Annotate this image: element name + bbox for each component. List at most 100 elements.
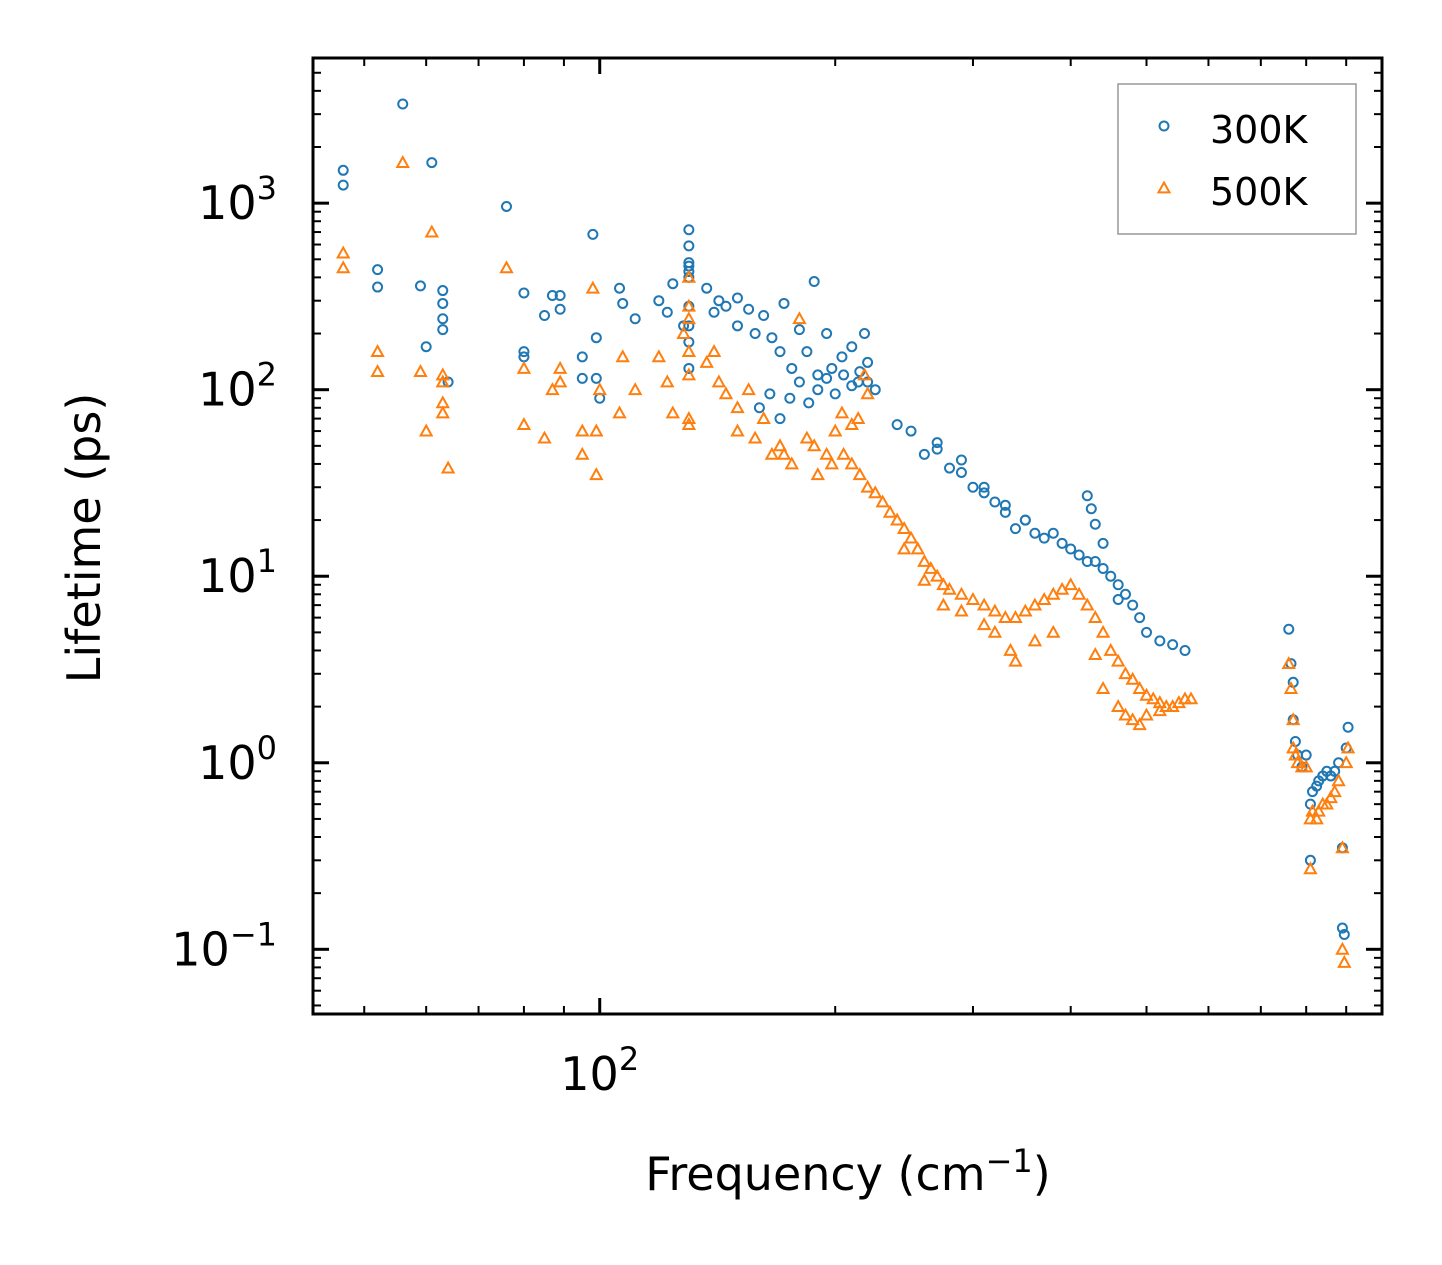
data-point-300k — [1038, 532, 1050, 544]
data-point-500k — [806, 438, 822, 452]
data-point-300k — [808, 276, 820, 288]
data-point-300k — [918, 448, 930, 460]
data-point-300k — [812, 384, 824, 396]
data-point-500k — [1132, 717, 1147, 731]
data-point-500k — [651, 349, 667, 363]
data-point-300k — [869, 384, 881, 396]
data-point-300k — [437, 285, 449, 297]
data-point-500k — [706, 344, 722, 358]
data-point-500k — [1339, 755, 1354, 769]
data-point-500k — [1125, 712, 1140, 726]
data-point-300k — [420, 341, 432, 353]
data-point-300k — [518, 287, 530, 299]
data-point-300k — [614, 282, 626, 294]
data-point-300k — [1081, 490, 1093, 502]
data-point-500k — [965, 591, 981, 605]
data-point-500k — [844, 417, 859, 430]
data-point-300k — [437, 313, 449, 325]
data-point-300k — [838, 369, 850, 381]
data-point-300k — [554, 303, 566, 315]
legend-markers — [1156, 120, 1172, 194]
data-point-300k — [1089, 518, 1101, 530]
data-point-500k — [1335, 840, 1350, 854]
data-point-500k — [1303, 861, 1318, 875]
data-point-500k — [1046, 624, 1061, 638]
data-point-500k — [936, 597, 951, 611]
data-point-500k — [1125, 671, 1140, 685]
data-point-300k — [812, 369, 824, 381]
data-point-300k — [372, 264, 384, 276]
y-tick-label: 10−1 — [171, 915, 277, 976]
data-point-300k — [1019, 514, 1031, 526]
data-point-300k — [1105, 570, 1117, 582]
y-tick-label: 101 — [198, 542, 277, 603]
legend-label-300k: 300K — [1210, 108, 1309, 152]
data-point-300k — [931, 443, 943, 455]
data-point-500k — [954, 586, 969, 600]
data-point-300k — [1112, 579, 1124, 591]
data-point-500k — [435, 374, 450, 388]
data-point-500k — [424, 224, 439, 238]
data-point-500k — [1139, 707, 1154, 721]
data-point-300k — [701, 282, 713, 294]
legend-marker-300k — [1158, 120, 1170, 132]
data-point-500k — [718, 386, 734, 400]
data-point-300k — [617, 297, 629, 309]
data-point-300k — [500, 200, 512, 212]
data-point-500k — [1323, 790, 1338, 804]
data-point-300k — [931, 437, 943, 449]
data-point-500k — [1281, 656, 1296, 670]
legend-marker-500k — [1156, 180, 1172, 194]
data-point-300k — [1329, 765, 1341, 777]
data-point-300k — [764, 388, 776, 400]
data-point-300k — [829, 388, 841, 400]
data-point-300k — [713, 295, 725, 307]
plot-frame — [311, 56, 1384, 1016]
data-point-300k — [905, 425, 917, 437]
data-point-500k — [1088, 610, 1103, 624]
data-point-300k — [337, 179, 349, 191]
data-point-300k — [786, 362, 798, 374]
data-point-500k — [1008, 653, 1023, 667]
data-point-300k — [1141, 626, 1153, 638]
data-point-500k — [810, 467, 825, 481]
data-point-500k — [903, 530, 919, 544]
data-point-300k — [661, 306, 673, 318]
data-point-500k — [681, 411, 697, 424]
data-point-500k — [860, 386, 875, 400]
data-point-500k — [1283, 680, 1299, 694]
data-point-300k — [1009, 523, 1021, 535]
data-point-300k — [836, 351, 848, 363]
data-point-500k — [844, 456, 859, 470]
data-point-300k — [539, 309, 551, 321]
data-point-300k — [437, 297, 449, 309]
legend-label-500k: 500K — [1210, 170, 1309, 214]
data-point-300k — [999, 499, 1011, 511]
data-point-300k — [590, 332, 602, 344]
data-point-300k — [731, 320, 743, 332]
data-point-300k — [590, 372, 602, 384]
data-point-300k — [766, 332, 778, 344]
data-point-500k — [987, 603, 1003, 617]
data-point-300k — [749, 328, 761, 340]
data-point-500k — [589, 467, 604, 481]
data-point-500k — [1088, 647, 1103, 661]
y-tick-label: 102 — [198, 356, 277, 417]
y-axis-title: Lifetime (ps) — [57, 393, 111, 684]
axis-ticks — [313, 57, 1382, 1014]
data-point-300k — [554, 289, 566, 301]
data-point-300k — [414, 280, 426, 292]
data-point-500k — [676, 325, 691, 339]
data-point-500k — [1018, 603, 1033, 617]
data-point-500k — [824, 456, 840, 470]
data-point-500k — [929, 568, 945, 582]
data-point-500k — [1337, 954, 1352, 968]
data-point-300k — [1342, 721, 1354, 733]
data-point-500k — [516, 417, 532, 430]
data-point-500k — [917, 572, 932, 586]
data-point-300k — [778, 297, 790, 309]
data-point-500k — [998, 610, 1013, 624]
data-point-300k — [774, 346, 786, 358]
data-point-500k — [1118, 707, 1133, 721]
data-point-500k — [1003, 642, 1018, 656]
